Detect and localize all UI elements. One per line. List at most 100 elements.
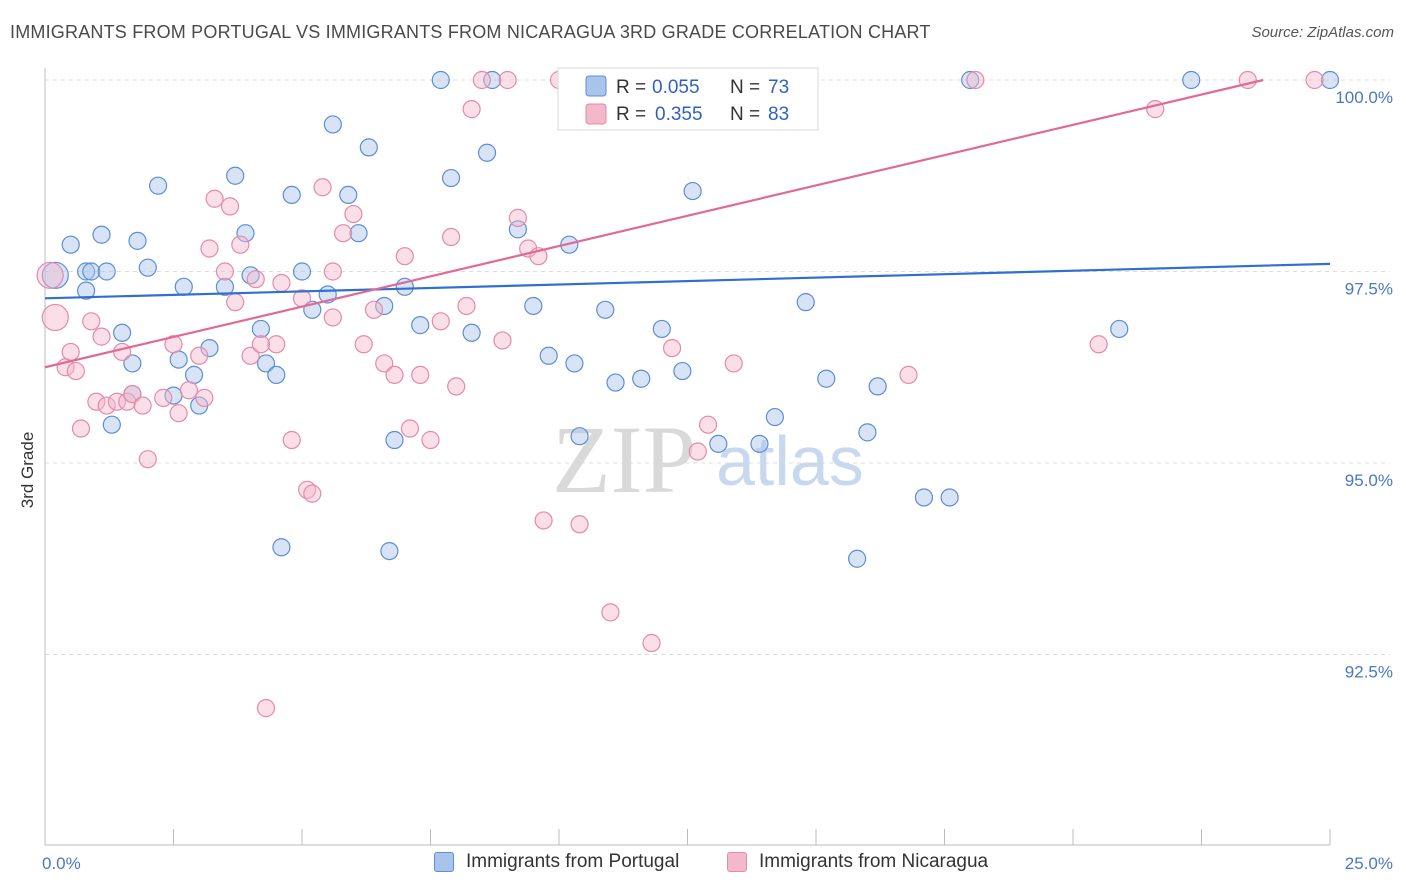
nicaragua-point-41 xyxy=(354,335,373,354)
nicaragua-point-74 xyxy=(966,70,985,90)
portugal-point-46 xyxy=(596,300,615,319)
portugal-point-70 xyxy=(1110,319,1129,339)
y-axis-label: 3rd Grade xyxy=(18,432,37,509)
nicaragua-point-21 xyxy=(195,388,214,407)
nicaragua-point-0 xyxy=(36,261,64,289)
portugal-point-57 xyxy=(858,423,877,442)
nicaragua-point-29 xyxy=(246,270,265,289)
y-tick-labels: 92.5% 95.0% 97.5% 100.0% xyxy=(1335,88,1393,682)
portugal-point-4 xyxy=(82,262,101,281)
portugal-point-5 xyxy=(97,262,116,281)
portugal-point-63 xyxy=(1320,70,1340,90)
portugal-point-45 xyxy=(570,427,589,446)
nicaragua-point-64 xyxy=(601,603,620,622)
nicaragua-point-5 xyxy=(71,419,91,438)
nicaragua-point-33 xyxy=(282,430,301,450)
portugal-point-60 xyxy=(940,488,959,507)
nicaragua-point-44 xyxy=(385,365,404,385)
nicaragua-point-49 xyxy=(431,312,450,331)
nicaragua-point-9 xyxy=(97,396,116,415)
portugal-point-37 xyxy=(411,316,430,335)
source-label: Source: ZipAtlas.com xyxy=(1251,24,1394,41)
portugal-point-51 xyxy=(683,181,702,201)
nicaragua-point-26 xyxy=(226,293,245,312)
portugal-point-8 xyxy=(123,354,142,373)
bottom-legend: Immigrants from Portugal Immigrants from… xyxy=(0,851,1406,881)
legend-n-label-portugal: N = xyxy=(730,77,760,98)
y-tick-label-1: 95.0% xyxy=(1345,471,1393,490)
nicaragua-point-3 xyxy=(61,342,80,362)
gridlines xyxy=(45,79,1390,655)
portugal-point-27 xyxy=(292,262,312,281)
portugal-point-61 xyxy=(961,70,980,90)
portugal-point-24 xyxy=(256,354,276,373)
portugal-point-49 xyxy=(652,319,671,339)
portugal-point-56 xyxy=(848,549,867,568)
nicaragua-point-16 xyxy=(154,388,173,407)
portugal-point-23 xyxy=(251,319,270,339)
legend-swatch-nicaragua xyxy=(585,103,607,125)
portugal-point-34 xyxy=(375,296,394,316)
nicaragua-point-45 xyxy=(395,247,414,266)
nicaragua-point-7 xyxy=(87,392,106,411)
nicaragua-point-48 xyxy=(421,430,440,450)
nicaragua-point-11 xyxy=(112,342,132,362)
nicaragua-point-82 xyxy=(251,335,270,354)
portugal-point-30 xyxy=(323,115,342,134)
portugal-point-58 xyxy=(868,377,887,396)
nicaragua-point-75 xyxy=(1089,335,1108,354)
portugal-point-3 xyxy=(92,225,111,244)
portugal-point-50 xyxy=(673,361,692,381)
portugal-point-69 xyxy=(565,354,584,373)
portugal-point-17 xyxy=(184,365,204,385)
portugal-point-9 xyxy=(128,231,147,250)
legend-r-value-nicaragua: 0.355 xyxy=(655,104,703,125)
legend-n-value-nicaragua: 83 xyxy=(768,104,789,125)
nicaragua-point-20 xyxy=(190,346,209,365)
portugal-point-68 xyxy=(380,541,399,561)
portugal-point-16 xyxy=(169,350,188,369)
y-tick-label-0: 92.5% xyxy=(1345,663,1393,682)
portugal-point-1 xyxy=(61,235,80,254)
portugal-point-15 xyxy=(174,277,193,296)
legend-n-label-nicaragua: N = xyxy=(730,104,760,125)
portugal-point-67 xyxy=(272,538,291,557)
nicaragua-trend-line xyxy=(44,78,1264,369)
nicaragua-point-56 xyxy=(498,70,517,90)
nicaragua-point-67 xyxy=(662,339,682,358)
portugal-point-6 xyxy=(77,281,96,300)
portugal-point-66 xyxy=(431,70,450,90)
portugal-point-65 xyxy=(483,70,502,90)
nicaragua-point-40 xyxy=(344,204,363,224)
legend: R = 0.055 N = 73 R = 0.355 N = 83 xyxy=(557,67,819,131)
nicaragua-point-31 xyxy=(267,335,286,354)
bottom-legend-nicaragua: Immigrants from Nicaragua xyxy=(727,851,988,873)
series-portugal xyxy=(41,70,1340,568)
nicaragua-point-53 xyxy=(462,100,481,119)
legend-r-label-portugal: R = xyxy=(616,77,646,98)
portugal-point-35 xyxy=(385,430,404,450)
portugal-point-55 xyxy=(817,369,836,388)
nicaragua-point-18 xyxy=(169,404,188,423)
legend-swatch-portugal xyxy=(585,75,607,97)
nicaragua-point-55 xyxy=(493,331,512,350)
nicaragua-point-78 xyxy=(1305,70,1324,90)
nicaragua-point-69 xyxy=(698,415,718,434)
portugal-point-72 xyxy=(215,277,234,296)
portugal-point-38 xyxy=(441,168,461,188)
nicaragua-point-50 xyxy=(441,227,461,247)
portugal-point-20 xyxy=(226,166,245,185)
nicaragua-point-68 xyxy=(688,442,707,461)
nicaragua-point-25 xyxy=(220,197,240,216)
legend-n-value-portugal: 73 xyxy=(768,77,789,98)
nicaragua-point-13 xyxy=(123,384,142,404)
nicaragua-point-46 xyxy=(400,419,420,438)
portugal-point-33 xyxy=(359,138,378,157)
nicaragua-point-15 xyxy=(138,450,157,469)
portugal-point-54 xyxy=(796,293,815,312)
nicaragua-point-23 xyxy=(205,189,224,208)
trend-lines xyxy=(44,78,1331,369)
portugal-point-52 xyxy=(709,434,728,453)
legend-r-value-portugal: 0.055 xyxy=(652,77,700,98)
